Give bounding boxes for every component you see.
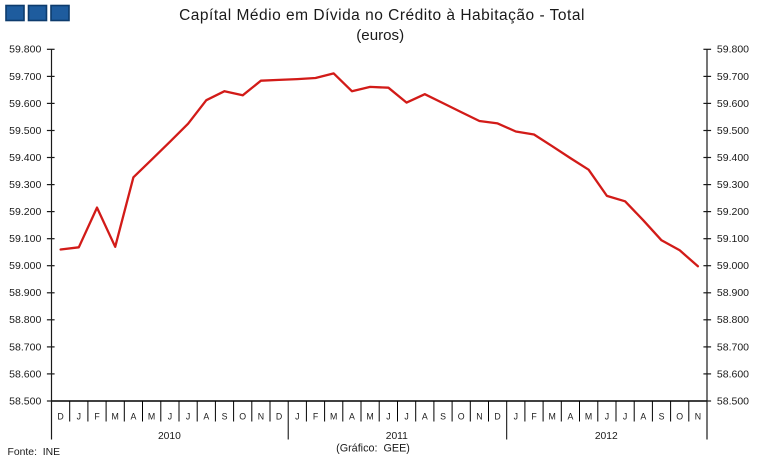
svg-text:D: D — [494, 412, 500, 422]
svg-text:59.800: 59.800 — [717, 44, 749, 56]
svg-text:J: J — [186, 412, 190, 422]
svg-text:M: M — [112, 412, 119, 422]
svg-text:59.600: 59.600 — [9, 98, 41, 110]
svg-text:N: N — [258, 412, 264, 422]
svg-text:J: J — [514, 412, 518, 422]
svg-text:59.400: 59.400 — [9, 152, 41, 164]
svg-text:59.700: 59.700 — [717, 71, 749, 83]
svg-text:M: M — [330, 412, 337, 422]
svg-text:A: A — [349, 412, 355, 422]
svg-text:59.700: 59.700 — [9, 71, 41, 83]
svg-text:58.600: 58.600 — [717, 368, 749, 380]
svg-text:59.000: 59.000 — [717, 260, 749, 272]
svg-text:A: A — [640, 412, 646, 422]
svg-text:M: M — [366, 412, 373, 422]
svg-text:N: N — [476, 412, 482, 422]
svg-text:59.300: 59.300 — [9, 179, 41, 191]
svg-text:S: S — [440, 412, 446, 422]
svg-text:(euros): (euros) — [356, 27, 404, 44]
svg-text:59.800: 59.800 — [9, 44, 41, 56]
svg-text:D: D — [276, 412, 282, 422]
svg-text:J: J — [623, 412, 627, 422]
svg-text:O: O — [676, 412, 683, 422]
svg-text:59.000: 59.000 — [9, 260, 41, 272]
svg-text:58.500: 58.500 — [9, 395, 41, 407]
svg-text:J: J — [404, 412, 408, 422]
svg-text:58.600: 58.600 — [9, 368, 41, 380]
svg-text:2011: 2011 — [386, 431, 408, 442]
svg-text:J: J — [295, 412, 299, 422]
svg-text:58.500: 58.500 — [717, 395, 749, 407]
svg-text:58.800: 58.800 — [9, 314, 41, 326]
svg-text:J: J — [168, 412, 172, 422]
svg-text:2012: 2012 — [595, 431, 618, 442]
svg-text:M: M — [148, 412, 155, 422]
svg-text:Capítal Médio em Dívida no Cré: Capítal Médio em Dívida no Crédito à Hab… — [179, 7, 585, 24]
svg-text:M: M — [585, 412, 592, 422]
svg-text:N: N — [695, 412, 701, 422]
svg-text:59.400: 59.400 — [717, 152, 749, 164]
svg-text:2010: 2010 — [158, 431, 181, 442]
svg-text:A: A — [203, 412, 209, 422]
svg-text:59.600: 59.600 — [717, 98, 749, 110]
svg-text:M: M — [549, 412, 556, 422]
svg-text:59.100: 59.100 — [717, 233, 749, 245]
svg-text:F: F — [313, 412, 319, 422]
svg-text:S: S — [659, 412, 665, 422]
svg-text:59.300: 59.300 — [717, 179, 749, 191]
svg-text:(Gráfico: GEE): (Gráfico: GEE) — [336, 443, 410, 455]
svg-text:O: O — [239, 412, 246, 422]
svg-text:J: J — [386, 412, 390, 422]
svg-text:J: J — [77, 412, 81, 422]
svg-text:F: F — [94, 412, 100, 422]
svg-text:D: D — [57, 412, 63, 422]
svg-text:58.900: 58.900 — [9, 287, 41, 299]
svg-text:O: O — [458, 412, 465, 422]
svg-text:59.100: 59.100 — [9, 233, 41, 245]
svg-text:59.500: 59.500 — [9, 125, 41, 137]
svg-text:58.800: 58.800 — [717, 314, 749, 326]
svg-text:A: A — [130, 412, 136, 422]
svg-text:A: A — [422, 412, 428, 422]
svg-text:F: F — [531, 412, 537, 422]
svg-text:A: A — [567, 412, 573, 422]
svg-text:58.900: 58.900 — [717, 287, 749, 299]
svg-text:Fonte: INE: Fonte: INE — [8, 447, 61, 458]
svg-text:59.200: 59.200 — [9, 206, 41, 218]
svg-text:58.700: 58.700 — [9, 341, 41, 353]
svg-text:S: S — [222, 412, 228, 422]
svg-text:59.500: 59.500 — [717, 125, 749, 137]
svg-text:58.700: 58.700 — [717, 341, 749, 353]
svg-text:J: J — [605, 412, 609, 422]
svg-text:59.200: 59.200 — [717, 206, 749, 218]
